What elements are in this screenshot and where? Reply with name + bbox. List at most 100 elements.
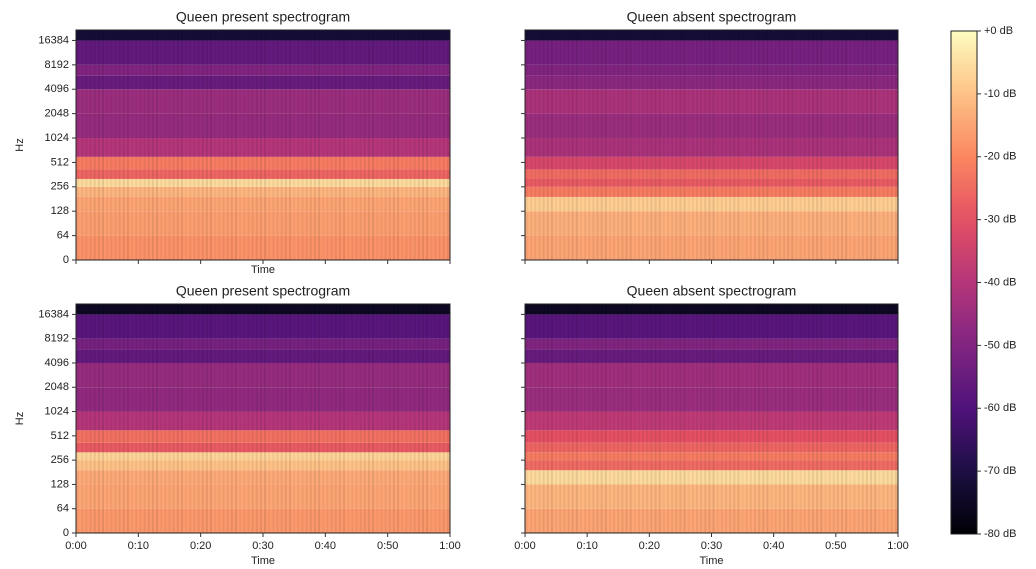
- spectrogram-band: [525, 30, 898, 41]
- colorbar-tick-label: -10 dB: [984, 88, 1016, 100]
- spectrogram-band: [525, 452, 898, 461]
- spectrogram-band: [525, 178, 898, 187]
- x-tick-label: 0:20: [190, 540, 211, 552]
- colorbar-tick-label: -70 dB: [984, 465, 1016, 477]
- spectrogram-band: [76, 442, 450, 453]
- spectrogram-band: [76, 430, 450, 443]
- spectrogram-band: [76, 169, 450, 179]
- spectrogram-band: [525, 484, 898, 509]
- x-tick-label: 0:40: [763, 540, 784, 552]
- spectrogram-panel: Queen absent spectrogram 0:00 0:10 0:20 0:30…: [514, 283, 908, 567]
- spectrogram-band: [525, 75, 898, 90]
- x-tick-label: 0:00: [514, 540, 535, 552]
- x-axis-label: Time: [251, 555, 275, 567]
- y-tick-label: 512: [51, 156, 69, 168]
- y-tick-label: 0: [63, 254, 69, 266]
- y-tick-label: 16384: [38, 34, 69, 46]
- x-tick-label: 0:00: [65, 540, 86, 552]
- x-tick-label: 0:50: [377, 540, 398, 552]
- spectrogram-panel: Queen absent spectrogram: [521, 9, 899, 264]
- spectrogram-band: [525, 304, 898, 315]
- y-tick-label: 1024: [45, 132, 69, 144]
- spectrogram-band: [76, 211, 450, 236]
- x-tick-label: 0:30: [701, 540, 722, 552]
- spectrogram-band: [525, 349, 898, 363]
- y-tick-label: 4096: [45, 83, 69, 95]
- y-tick-label: 16384: [38, 308, 69, 320]
- colorbar-tick-label: -50 dB: [984, 339, 1016, 351]
- spectrogram-band: [525, 430, 898, 443]
- spectrogram-band: [76, 75, 450, 90]
- spectrogram-band: [76, 349, 450, 363]
- y-tick-label: 256: [51, 454, 69, 466]
- y-tick-label: 128: [51, 205, 69, 217]
- y-tick-label: 1024: [45, 405, 69, 417]
- spectrogram-panel: Queen present spectrogram 0 64 128 256 512 102…: [14, 283, 461, 567]
- spectrogram-panel: Queen present spectrogram 0 64 128 256 512 102…: [14, 9, 451, 276]
- y-axis-label: Hz: [14, 412, 26, 425]
- spectrogram-band: [76, 314, 450, 339]
- y-tick-label: 256: [51, 181, 69, 193]
- spectrogram-band: [76, 484, 450, 509]
- y-tick-label: 64: [57, 230, 69, 242]
- x-tick-label: 0:30: [252, 540, 273, 552]
- spectrogram-band: [76, 304, 450, 315]
- colorbar: [950, 30, 978, 535]
- spectrogram-band: [76, 40, 450, 65]
- panel-title: Queen present spectrogram: [176, 283, 350, 299]
- spectrogram-band: [525, 362, 898, 388]
- spectrogram-band: [525, 156, 898, 170]
- panel-title: Queen present spectrogram: [176, 9, 350, 25]
- spectrogram-band: [76, 460, 450, 471]
- x-axis-label: Time: [251, 264, 275, 276]
- spectrogram-band: [76, 196, 450, 212]
- x-tick-label: 1:00: [887, 540, 908, 552]
- colorbar-tick-label: -80 dB: [984, 528, 1016, 540]
- panel-title: Queen absent spectrogram: [627, 283, 797, 299]
- spectrogram-band: [76, 178, 450, 187]
- y-tick-label: 4096: [45, 357, 69, 369]
- x-tick-label: 0:10: [576, 540, 597, 552]
- spectrogram-band: [76, 64, 450, 76]
- spectrogram-band: [525, 113, 898, 139]
- spectrogram-band: [525, 211, 898, 236]
- colorbar-tick-label: -30 dB: [984, 214, 1016, 226]
- colorbar-tick-label: -60 dB: [984, 402, 1016, 414]
- y-axis-label: Hz: [14, 138, 26, 151]
- spectrogram-band: [525, 138, 898, 157]
- spectrogram-band: [76, 235, 450, 260]
- y-tick-label: 512: [51, 430, 69, 442]
- spectrogram-band: [525, 460, 898, 471]
- y-tick-label: 128: [51, 478, 69, 490]
- spectrogram-band: [525, 40, 898, 65]
- spectrogram-band: [525, 196, 898, 212]
- spectrogram-band: [76, 387, 450, 412]
- panel-title: Queen absent spectrogram: [627, 9, 797, 25]
- spectrogram-band: [525, 387, 898, 412]
- y-tick-label: 64: [57, 503, 69, 515]
- spectrogram-band: [525, 314, 898, 339]
- spectrogram-band: [76, 470, 450, 485]
- y-tick-label: 0: [63, 527, 69, 539]
- x-tick-label: 0:50: [825, 540, 846, 552]
- colorbar-tick-label: -40 dB: [984, 276, 1016, 288]
- spectrogram-band: [76, 89, 450, 114]
- spectrogram-band: [76, 30, 450, 41]
- x-axis-label: Time: [699, 555, 723, 567]
- spectrogram-band: [525, 169, 898, 179]
- spectrogram-band: [76, 508, 450, 533]
- colorbar-tick-label: +0 dB: [984, 25, 1013, 37]
- spectrogram-band: [525, 89, 898, 114]
- spectrogram-band: [525, 470, 898, 485]
- spectrogram-band: [76, 362, 450, 388]
- x-tick-label: 0:40: [315, 540, 336, 552]
- x-tick-label: 0:20: [639, 540, 660, 552]
- spectrogram-band: [525, 338, 898, 350]
- spectrogram-band: [525, 508, 898, 533]
- y-tick-label: 8192: [45, 59, 69, 71]
- y-tick-label: 2048: [45, 108, 69, 120]
- spectrogram-band: [525, 442, 898, 453]
- spectrogram-band: [76, 338, 450, 350]
